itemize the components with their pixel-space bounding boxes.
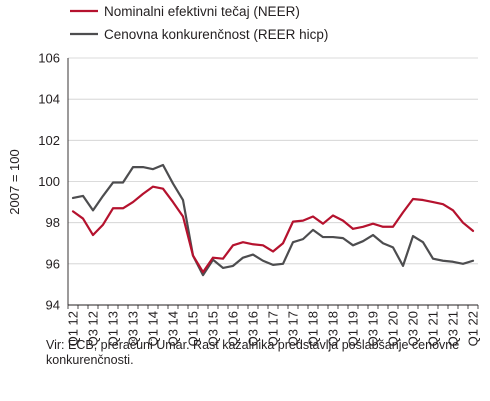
source-note: Vir: ECB, preračuni Umar. Rast kazalnika…	[46, 338, 460, 367]
series-line-reer	[71, 163, 475, 277]
x-tick-label: Q3 17	[286, 311, 301, 346]
x-axis: Q1 12 Q3 12 Q1 13 Q3 13 Q1 14 Q3 14 Q1 15 Q3 15…	[66, 304, 481, 346]
x-tick-label: Q3 21	[446, 311, 461, 346]
x-tick-label: Q3 16	[246, 311, 261, 346]
y-tick-label: 104	[38, 92, 60, 107]
x-tick-label: Q1 16	[226, 311, 241, 346]
x-tick-label: Q1 21	[426, 311, 441, 346]
x-tick-label: Q1 17	[266, 311, 281, 346]
x-tick-label: Q3 19	[366, 311, 381, 346]
series-lines	[71, 163, 475, 277]
y-tick-label: 100	[38, 174, 60, 189]
x-tick-label: Q1 18	[306, 311, 321, 346]
series-line-neer	[71, 185, 475, 274]
x-tick-label: Q3 12	[86, 311, 101, 346]
x-tick-label: Q1 14	[146, 311, 161, 346]
y-tick-label: 94	[46, 298, 60, 313]
x-tick-label: Q1 22	[466, 311, 481, 346]
x-tick-label: Q1 15	[186, 311, 201, 346]
x-tick-label: Q3 15	[206, 311, 221, 346]
y-tick-label: 102	[38, 133, 60, 148]
legend-label-neer: Nominalni efektivni tečaj (NEER)	[104, 4, 300, 19]
y-tick-label: 96	[46, 256, 60, 271]
x-tick-label: Q3 20	[406, 311, 421, 346]
x-tick-label: Q3 18	[326, 311, 341, 346]
x-tick-label: Q3 14	[166, 311, 181, 346]
x-tick-label: Q1 20	[386, 311, 401, 346]
y-tick-label: 98	[46, 215, 60, 230]
x-tick-label: Q1 19	[346, 311, 361, 346]
x-tick-label: Q1 12	[66, 311, 81, 346]
y-axis: 94 96 98 100 102 104 106	[38, 51, 69, 313]
y-axis-title: 2007 = 100	[7, 149, 22, 214]
legend-label-reer: Cenovna konkurenčnost (REER hicp)	[104, 27, 328, 42]
y-tick-label: 106	[38, 51, 60, 66]
gridlines	[68, 57, 478, 306]
x-tick-label: Q1 13	[106, 311, 121, 346]
legend: Nominalni efektivni tečaj (NEER) Cenovna…	[70, 4, 328, 42]
x-tick-label: Q3 13	[126, 311, 141, 346]
